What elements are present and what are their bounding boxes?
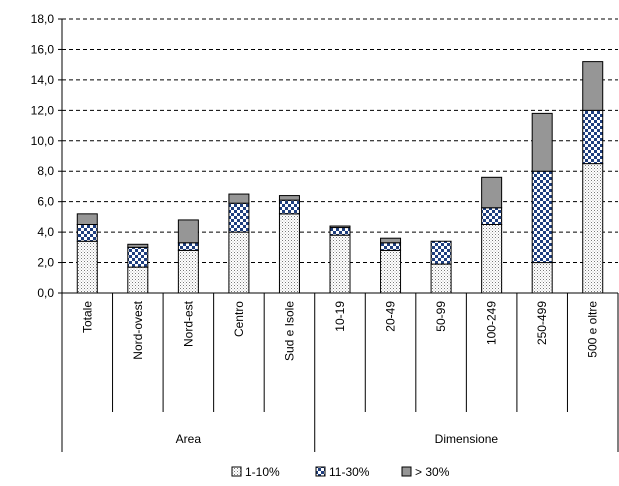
x-axis: Totale Nord-ovest Nord-est Centro Sud e Isol…	[61, 292, 619, 452]
y-tick-label: 4,0	[37, 225, 54, 239]
bar-segment-2	[278, 199, 300, 215]
bar-segment-3	[531, 112, 553, 172]
bar-segment-2	[329, 227, 351, 236]
bar-segment-3	[278, 195, 300, 201]
bar-segment-2	[481, 207, 503, 225]
legend-label-2: 11-30%	[329, 465, 370, 479]
bar-segment-3	[127, 243, 149, 248]
y-tick-label: 2,0	[37, 256, 54, 270]
bar-segment-1	[127, 266, 149, 294]
bar-segment-3	[481, 176, 503, 209]
category-label: 500 e oltre	[586, 301, 600, 358]
bar-segment-1	[531, 262, 553, 294]
bar-segment-1	[481, 224, 503, 294]
bar-segment-1	[76, 240, 98, 294]
y-tick-label: 6,0	[37, 195, 54, 209]
category-label: Totale	[80, 301, 94, 333]
y-tick-label: 14,0	[31, 73, 55, 87]
y-tick-label: 8,0	[37, 164, 54, 178]
group-label: Dimensione	[435, 432, 499, 446]
group-label: Area	[176, 432, 202, 446]
category-label: Centro	[232, 301, 246, 337]
bar-segment-3	[582, 61, 604, 111]
bar-segment-2	[76, 224, 98, 242]
bars	[76, 61, 604, 294]
y-tick-label: 12,0	[31, 103, 55, 117]
legend-swatch-2	[315, 466, 326, 477]
legend: 1-10% 11-30% > 30%	[231, 465, 450, 479]
legend-swatch-1	[231, 466, 242, 477]
bar-segment-2	[430, 240, 452, 265]
bar-segment-3	[329, 225, 351, 229]
category-label: Nord-est	[181, 300, 195, 347]
bar-segment-1	[329, 234, 351, 294]
bar-segment-1	[430, 263, 452, 294]
bar-segment-2	[582, 109, 604, 165]
category-label: 50-99	[434, 301, 448, 332]
legend-label-3: > 30%	[415, 465, 450, 479]
bar-segment-2	[177, 242, 199, 251]
bar-segment-3	[380, 237, 402, 244]
y-tick-label: 16,0	[31, 42, 55, 56]
category-label: 20-49	[384, 301, 398, 332]
category-label: 100-249	[485, 301, 499, 345]
legend-label-1: 1-10%	[245, 465, 280, 479]
bar-segment-3	[177, 219, 199, 244]
bar-segment-1	[380, 249, 402, 294]
gridlines	[62, 18, 618, 264]
y-tick-label: 18,0	[31, 12, 55, 26]
category-label: Nord-ovest	[131, 300, 145, 359]
bar-segment-1	[177, 249, 199, 294]
category-label: Sud e Isole	[282, 301, 296, 361]
y-axis: 0,0 2,0 4,0 6,0 8,0 10,0 12,0 14,0 16,0 18,0	[31, 12, 63, 300]
category-label: 250-499	[535, 301, 549, 345]
category-label: 10-19	[333, 301, 347, 332]
y-tick-label: 10,0	[31, 134, 55, 148]
legend-swatch-3	[401, 466, 412, 477]
bar-segment-1	[278, 213, 300, 294]
y-tick-label: 0,0	[37, 286, 54, 300]
bar-segment-2	[228, 202, 250, 233]
bar-segment-3	[228, 193, 250, 204]
bar-segment-1	[228, 231, 250, 294]
bar-segment-1	[582, 163, 604, 294]
bar-segment-2	[380, 242, 402, 251]
bar-segment-2	[127, 246, 149, 268]
bar-segment-3	[76, 213, 98, 226]
bar-segment-2	[531, 170, 553, 264]
